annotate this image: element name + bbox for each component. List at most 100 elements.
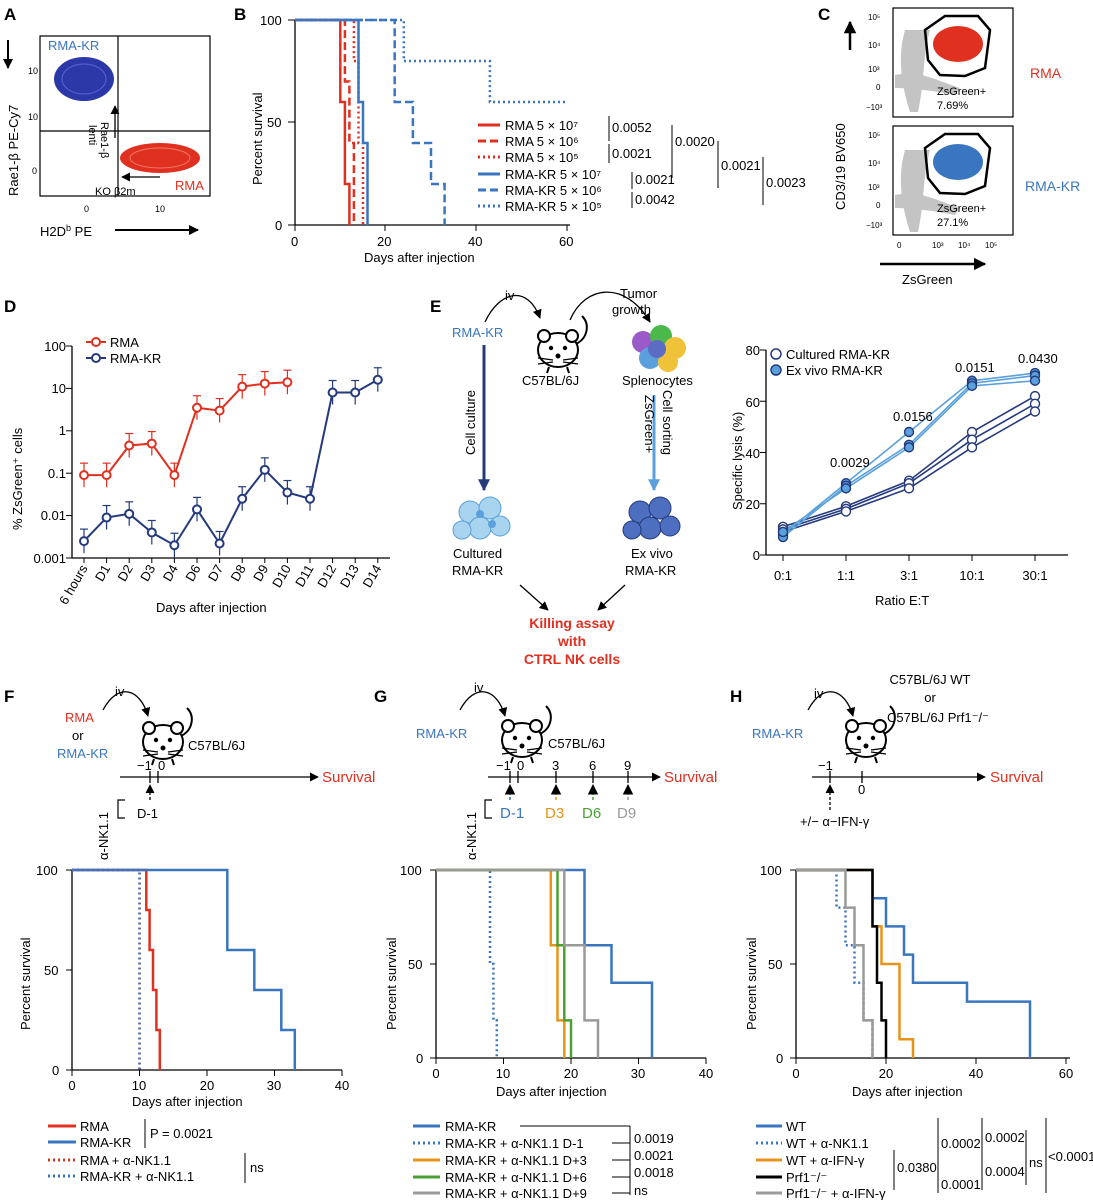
f-ank-label: α-NK1.1 bbox=[96, 812, 111, 860]
svg-text:20: 20 bbox=[746, 497, 760, 512]
e-point-3-2 bbox=[903, 483, 915, 494]
panel-a-rmakr-label: RMA-KR bbox=[48, 38, 99, 53]
b-xtick-40: 40 bbox=[468, 234, 482, 249]
e-iv-arrow bbox=[484, 294, 542, 323]
h-pvalue-4: 0.0002 bbox=[985, 1130, 1025, 1145]
h-xlabel: Days after injection bbox=[852, 1084, 963, 1099]
e-point-6-0 bbox=[777, 526, 789, 538]
e-zsgreen-label: ZsGreen+ bbox=[642, 395, 657, 453]
f-ytick-0: 0 bbox=[52, 1063, 59, 1078]
h-mouse-or: or bbox=[924, 690, 936, 705]
d-xtick-12: D13 bbox=[337, 562, 362, 590]
e-join-arrow-right bbox=[597, 584, 626, 611]
f-curve-3 bbox=[72, 868, 141, 1070]
h-pvalue-1: 0.0380 bbox=[897, 1160, 937, 1175]
f-xticks: 0 10 20 30 40 bbox=[68, 1078, 349, 1093]
g-legend: RMA-KR RMA-KR + α-NK1.1 D-1 RMA-KR + α-N… bbox=[413, 1119, 674, 1200]
panel-h-letter: H bbox=[730, 687, 742, 706]
e-point-3-3 bbox=[966, 442, 978, 453]
c-top-gray-population bbox=[900, 30, 930, 112]
e-tumor-label: Tumor bbox=[620, 286, 658, 301]
g-ytick-50: 50 bbox=[408, 957, 422, 972]
c-xlabel: ZsGreen bbox=[902, 272, 953, 287]
g-legend-2: RMA-KR + α-NK1.1 D-1 bbox=[445, 1136, 584, 1151]
d-point-2-7 bbox=[237, 493, 248, 504]
e-cell-sorting-label: Cell sorting bbox=[660, 390, 675, 455]
panel-b: B 100 50 0 0 20 40 60 Percent survival D… bbox=[234, 5, 806, 265]
svg-text:0: 0 bbox=[68, 1078, 75, 1093]
h-ylabel: Percent survival bbox=[744, 937, 759, 1030]
d-point-1-2 bbox=[124, 440, 135, 451]
d-legend: RMA RMA-KR bbox=[86, 335, 161, 366]
b-ytick-50: 50 bbox=[267, 115, 281, 130]
g-curve-1 bbox=[436, 868, 654, 1058]
h-curve-2 bbox=[796, 868, 874, 1058]
f-or-label: or bbox=[72, 728, 84, 743]
f-dose-label: D-1 bbox=[137, 806, 158, 821]
svg-text:0.1: 0.1 bbox=[48, 466, 66, 481]
f-t0: 0 bbox=[158, 758, 165, 773]
splenocytes-icon bbox=[632, 325, 686, 372]
c-ylabel: CD3/19 BV650 bbox=[833, 123, 848, 210]
g-survival-label: Survival bbox=[664, 769, 717, 786]
e-yticks: 0 20 40 60 80 bbox=[746, 343, 760, 563]
g-ank-label: α-NK1.1 bbox=[464, 812, 479, 860]
f-iv-label: iv bbox=[115, 684, 125, 699]
panel-d-letter: D bbox=[4, 297, 16, 316]
g-xlabel: Days after injection bbox=[496, 1084, 607, 1099]
f-legend-2: RMA-KR bbox=[80, 1135, 131, 1150]
h-iv-label: iv bbox=[814, 686, 824, 701]
h-curve-4 bbox=[796, 868, 888, 1058]
svg-text:20: 20 bbox=[564, 1066, 578, 1081]
a-xtick-1: 0 bbox=[84, 204, 89, 214]
panel-e-chart: 0 20 40 60 80 0:1 1:1 3:1 10:1 30:1 Spec… bbox=[730, 343, 1068, 608]
h-t0: 0 bbox=[858, 782, 865, 797]
e-legend: Cultured RMA-KR Ex vivo RMA-KR bbox=[770, 347, 890, 378]
d-xtick-9: D10 bbox=[269, 562, 294, 590]
panel-h: H C57BL/6J WT or C57BL/6J Prf1⁻/⁻ RMA-KR… bbox=[730, 672, 1093, 1200]
svg-text:10⁴: 10⁴ bbox=[868, 159, 881, 168]
h-curve-5 bbox=[796, 868, 874, 1058]
svg-text:10⁵: 10⁵ bbox=[985, 241, 997, 250]
d-xtick-4: D4 bbox=[160, 562, 181, 584]
d-xtick-2: D2 bbox=[114, 562, 135, 584]
b-xtick-0: 0 bbox=[291, 234, 298, 249]
e-rmakr-label: RMA-KR bbox=[452, 325, 503, 340]
d-point-1-8 bbox=[259, 378, 270, 389]
b-legend-6: RMA-KR 5 × 10⁵ bbox=[505, 199, 602, 214]
e-growth-arrow bbox=[569, 291, 651, 323]
svg-text:20: 20 bbox=[200, 1078, 214, 1093]
svg-text:0.01: 0.01 bbox=[41, 508, 66, 523]
rma-contour bbox=[129, 147, 191, 169]
panel-e-letter: E bbox=[430, 297, 441, 316]
d-series bbox=[79, 367, 383, 558]
a-ytick-3: 0 bbox=[32, 166, 37, 176]
h-ytick-100: 100 bbox=[760, 863, 782, 878]
e-point-3-1 bbox=[840, 506, 852, 517]
d-xtick-5: D6 bbox=[182, 562, 203, 584]
g-dose-3: D6 bbox=[582, 805, 601, 822]
d-point-2-8 bbox=[259, 464, 270, 475]
f-curve-1 bbox=[72, 868, 162, 1070]
e-xticks: 0:1 1:1 3:1 10:1 30:1 bbox=[774, 568, 1048, 583]
f-ylabel: Percent survival bbox=[18, 937, 33, 1030]
panel-a-plot-frame bbox=[39, 35, 211, 197]
f-pvalue-1: P = 0.0021 bbox=[150, 1126, 213, 1141]
c-top-gray-tail bbox=[895, 73, 960, 95]
b-legend-4: RMA-KR 5 × 10⁷ bbox=[505, 167, 601, 182]
e-join-arrow-left bbox=[519, 584, 549, 611]
b-xtick-60: 60 bbox=[559, 234, 573, 249]
panel-a: A RMA-KR RMA Rae1-β lenti KO β2m 10 10 0… bbox=[3, 5, 211, 239]
b-curve-1 bbox=[295, 18, 351, 225]
e-ylabel: Specific lysis (%) bbox=[730, 412, 745, 510]
svg-text:0: 0 bbox=[876, 83, 881, 92]
g-mouse-icon bbox=[501, 705, 552, 764]
b-ytick-0: 0 bbox=[275, 218, 282, 233]
c-yticks: 10⁵ 10⁴ 10³ 0 −10³ 10⁵ 10⁴ 10³ 0 −10³ bbox=[866, 13, 883, 230]
rmakr-contour bbox=[61, 63, 107, 95]
e-pvalue-2: 0.0156 bbox=[893, 409, 933, 424]
e-mouse-label: C57BL/6J bbox=[522, 373, 579, 388]
e-line-6 bbox=[782, 380, 1036, 533]
svg-text:0:1: 0:1 bbox=[774, 568, 792, 583]
c-top-sample-label: RMA bbox=[1030, 65, 1062, 81]
